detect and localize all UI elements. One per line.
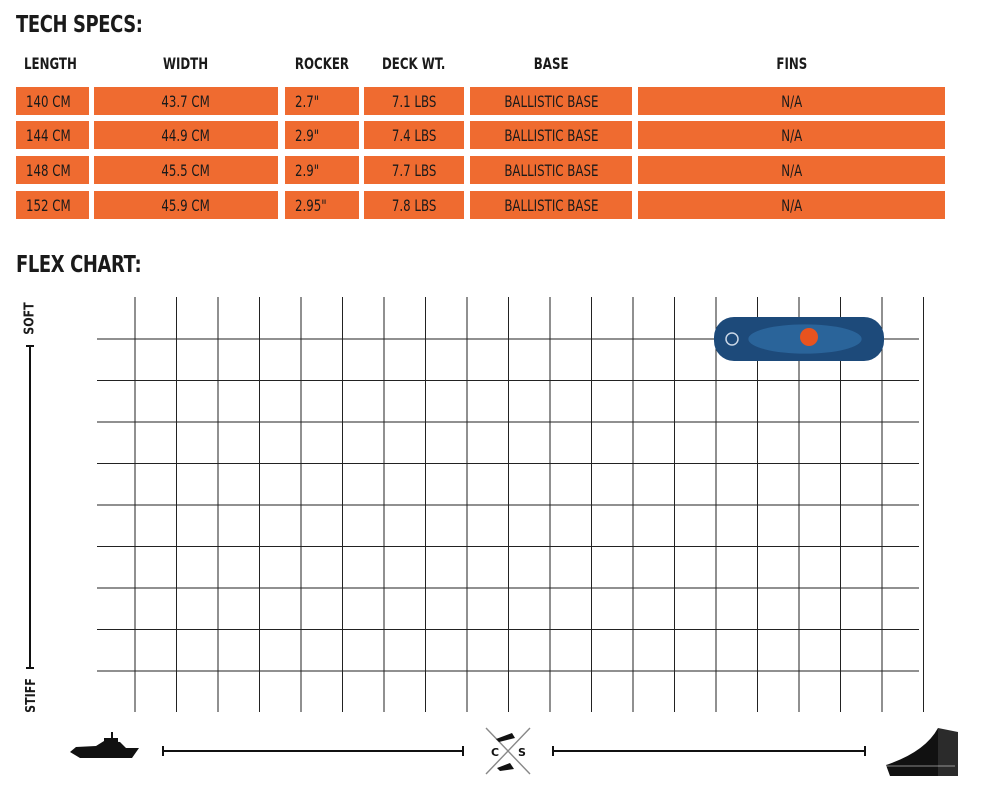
x-axis-right-line (552, 746, 866, 756)
cell-width: 44.9 CM (94, 121, 278, 149)
cell-rocker: 2.9" (285, 121, 359, 149)
cell-rocker: 2.7" (285, 87, 359, 115)
cell-fins: N/A (638, 121, 945, 149)
wakeboard-logo (725, 332, 739, 346)
cell-base: BALLISTIC BASE (470, 87, 632, 115)
cell-width: 45.5 CM (94, 156, 278, 184)
cell-base: BALLISTIC BASE (470, 191, 632, 219)
x-axis-left-line (162, 746, 464, 756)
cell-fins: N/A (638, 191, 945, 219)
flex-chart-title: FLEX CHART: (16, 252, 142, 278)
flex-grid (97, 297, 924, 712)
cell-base: BALLISTIC BASE (470, 156, 632, 184)
cell-deck-weight: 7.8 LBS (364, 191, 464, 219)
header-width: WIDTH (163, 53, 209, 73)
cell-length: 152 CM (16, 191, 89, 219)
wakeboard-icon (714, 317, 884, 361)
cell-rocker: 2.9" (285, 156, 359, 184)
boat-icon (70, 732, 139, 758)
cell-deck-weight: 7.1 LBS (364, 87, 464, 115)
ramp-icon (886, 728, 958, 776)
cell-deck-weight: 7.7 LBS (364, 156, 464, 184)
header-rocker: ROCKER (294, 53, 350, 73)
cell-base: BALLISTIC BASE (470, 121, 632, 149)
cell-fins: N/A (638, 156, 945, 184)
cable-letter-c: C (491, 746, 499, 759)
header-length: LENGTH (24, 53, 77, 73)
wakeboard-accent (800, 328, 818, 346)
cell-fins: N/A (638, 87, 945, 115)
tech-specs-title: TECH SPECS: (16, 12, 143, 38)
table-row: 144 CM 44.9 CM 2.9" 7.4 LBS BALLISTIC BA… (0, 121, 1000, 149)
cell-length: 144 CM (16, 121, 89, 149)
cell-length: 148 CM (16, 156, 89, 184)
cable-park-icon: C S (485, 727, 531, 775)
table-row: 148 CM 45.5 CM 2.9" 7.7 LBS BALLISTIC BA… (0, 156, 1000, 184)
cell-rocker: 2.95" (285, 191, 359, 219)
header-fins: FINS (776, 53, 807, 73)
header-base: BASE (533, 53, 569, 73)
table-row: 140 CM 43.7 CM 2.7" 7.1 LBS BALLISTIC BA… (0, 87, 1000, 115)
table-row: 152 CM 45.9 CM 2.95" 7.8 LBS BALLISTIC B… (0, 191, 1000, 219)
y-axis-line (26, 345, 34, 669)
header-deck-weight: DECK WT. (382, 53, 446, 73)
cell-deck-weight: 7.4 LBS (364, 121, 464, 149)
cable-letter-s: S (518, 746, 526, 759)
cell-width: 43.7 CM (94, 87, 278, 115)
cell-width: 45.9 CM (94, 191, 278, 219)
cell-length: 140 CM (16, 87, 89, 115)
